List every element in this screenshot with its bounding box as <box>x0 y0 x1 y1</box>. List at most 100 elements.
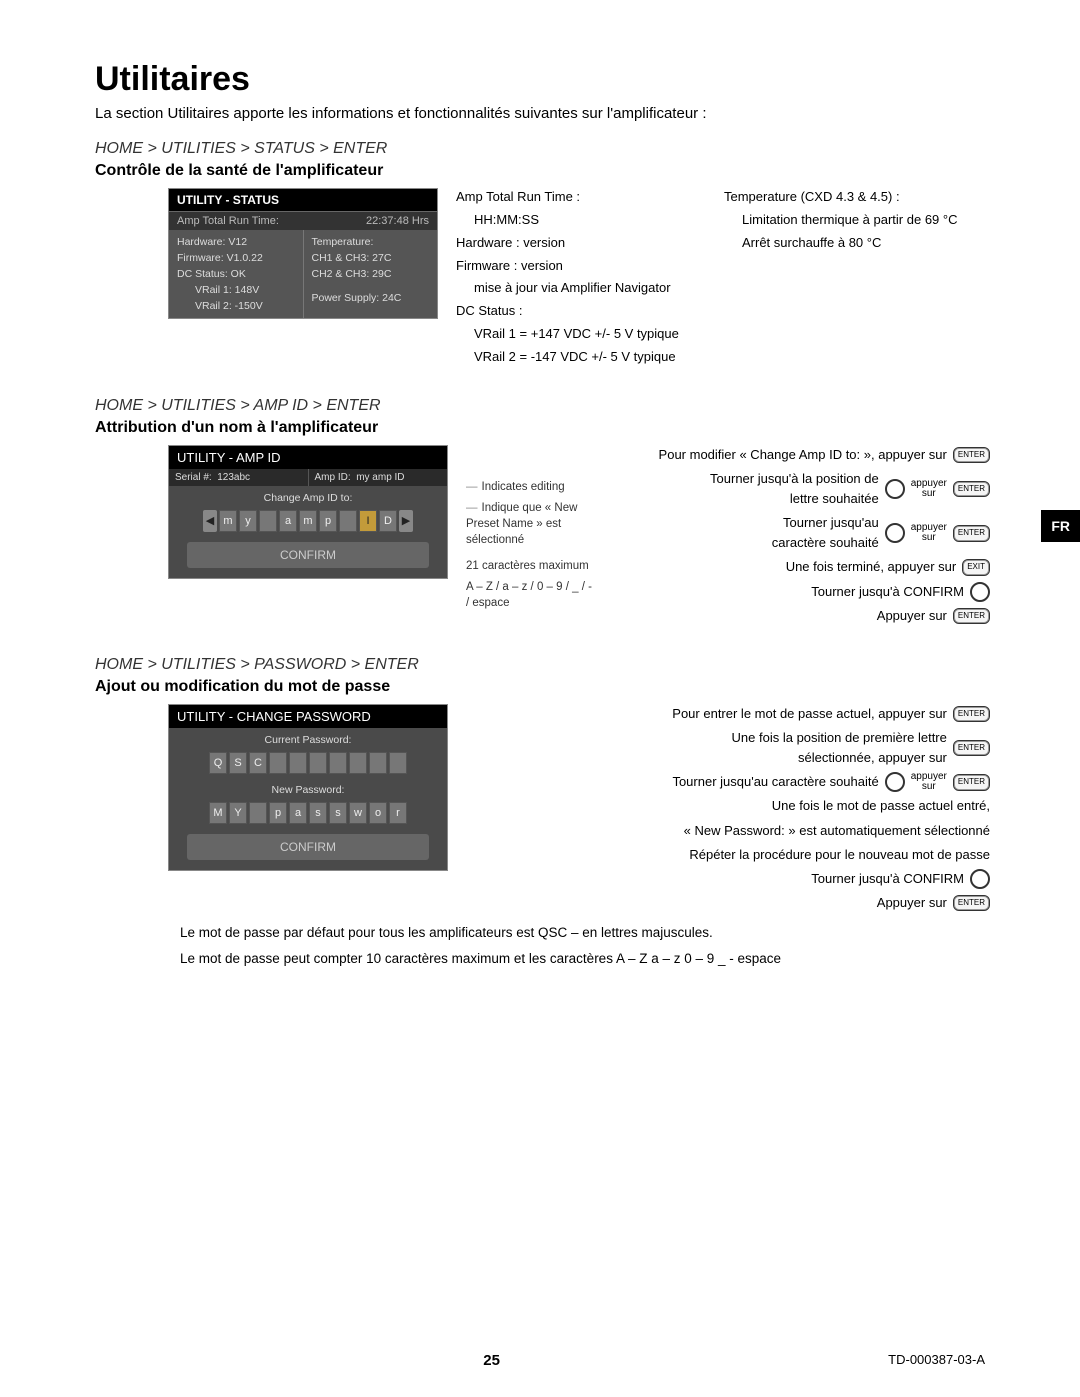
knob-icon <box>885 772 905 792</box>
enter-key-icon: ENTER <box>953 447 990 463</box>
char-box[interactable]: Q <box>209 752 227 774</box>
char-box[interactable] <box>309 752 327 774</box>
status-left-1: Firmware: V1.0.22 <box>177 250 295 266</box>
instr-2b: lettre souhaitée <box>790 491 879 506</box>
desc-dc3: VRail 2 = -147 VDC +/- 5 V typique <box>456 348 706 367</box>
instr-3a: Tourner jusqu'au <box>783 515 879 530</box>
ampid-char-row[interactable]: ◀ my amp ID ▶ <box>169 506 447 536</box>
new-pw-row[interactable]: MY passwor <box>169 798 447 828</box>
language-tab: FR <box>1041 510 1080 542</box>
intro-text: La section Utilitaires apporte les infor… <box>95 105 990 122</box>
page-number: 25 <box>483 1352 500 1369</box>
instr-5: Tourner jusqu'à CONFIRM <box>811 582 964 602</box>
enter-key-icon: ENTER <box>953 608 990 624</box>
char-box[interactable]: o <box>369 802 387 824</box>
ampid-instructions: Pour modifier « Change Amp ID to: », app… <box>614 445 990 630</box>
char-box[interactable] <box>269 752 287 774</box>
char-box[interactable]: s <box>329 802 347 824</box>
char-box[interactable]: p <box>319 510 337 532</box>
ampid-nav: HOME > UTILITIES > AMP ID > ENTER <box>95 397 990 415</box>
char-box[interactable]: s <box>309 802 327 824</box>
enter-key-icon: ENTER <box>953 740 990 756</box>
instr-6: Appuyer sur <box>877 606 947 626</box>
callout-1: Indicates editing <box>466 479 596 495</box>
char-box[interactable]: m <box>299 510 317 532</box>
serial-label: Serial #: <box>175 472 212 483</box>
pw-note-2: Le mot de passe peut compter 10 caractèr… <box>180 949 990 969</box>
status-lcd: UTILITY - STATUS Amp Total Run Time: 22:… <box>168 188 438 319</box>
on-label: sur <box>922 782 936 792</box>
pw-lcd-title: UTILITY - CHANGE PASSWORD <box>169 705 447 728</box>
char-box[interactable]: a <box>289 802 307 824</box>
char-box[interactable] <box>369 752 387 774</box>
char-box[interactable] <box>249 802 267 824</box>
enter-key-icon: ENTER <box>953 525 990 541</box>
doc-id: TD-000387-03-A <box>888 1352 985 1369</box>
pw-heading: Ajout ou modification du mot de passe <box>95 678 990 696</box>
cur-pw-row[interactable]: QSC <box>169 748 447 778</box>
instr-3b: caractère souhaité <box>772 535 879 550</box>
char-box[interactable]: y <box>239 510 257 532</box>
callout-3: 21 caractères maximum <box>466 558 596 574</box>
pw-instr-3: Tourner jusqu'au caractère souhaité <box>672 772 878 792</box>
runtime-label: Amp Total Run Time: <box>177 215 279 227</box>
knob-icon <box>885 479 905 499</box>
status-desc-2: Temperature (CXD 4.3 & 4.5) : Limitation… <box>724 188 990 257</box>
char-box[interactable] <box>329 752 347 774</box>
right-arrow-icon[interactable]: ▶ <box>399 510 413 532</box>
char-box[interactable]: D <box>379 510 397 532</box>
char-box[interactable] <box>289 752 307 774</box>
status-left-0: Hardware: V12 <box>177 234 295 250</box>
pw-instr-2b: sélectionnée, appuyer sur <box>798 750 947 765</box>
char-box[interactable]: a <box>279 510 297 532</box>
pw-instr-1: Pour entrer le mot de passe actuel, appu… <box>672 704 947 724</box>
char-box[interactable]: M <box>209 802 227 824</box>
knob-icon <box>885 523 905 543</box>
knob-icon <box>970 582 990 602</box>
ampid-confirm-button[interactable]: CONFIRM <box>187 542 429 568</box>
status-nav: HOME > UTILITIES > STATUS > ENTER <box>95 140 990 158</box>
ampid-section: HOME > UTILITIES > AMP ID > ENTER Attrib… <box>95 397 990 630</box>
char-box[interactable] <box>339 510 357 532</box>
char-box[interactable]: I <box>359 510 377 532</box>
new-pw-label: New Password: <box>169 778 447 798</box>
pw-nav: HOME > UTILITIES > PASSWORD > ENTER <box>95 656 990 674</box>
char-box[interactable] <box>349 752 367 774</box>
pw-instr-2a: Une fois la position de première lettre <box>732 730 947 745</box>
ampid-label: Amp ID: <box>315 472 351 483</box>
pw-instructions: Pour entrer le mot de passe actuel, appu… <box>466 704 990 917</box>
status-right-3: Power Supply: 24C <box>312 290 430 306</box>
serial-value: 123abc <box>217 472 250 483</box>
char-box[interactable] <box>389 752 407 774</box>
desc-runtime-fmt: HH:MM:SS <box>456 211 706 230</box>
desc-temp3: Arrêt surchauffe à 80 °C <box>724 234 990 253</box>
instr-1: Pour modifier « Change Amp ID to: », app… <box>659 445 947 465</box>
pw-lcd: UTILITY - CHANGE PASSWORD Current Passwo… <box>168 704 448 871</box>
char-box[interactable]: p <box>269 802 287 824</box>
char-box[interactable]: Y <box>229 802 247 824</box>
char-box[interactable]: S <box>229 752 247 774</box>
pw-note-1: Le mot de passe par défaut pour tous les… <box>180 923 990 943</box>
ampid-heading: Attribution d'un nom à l'amplificateur <box>95 419 990 437</box>
page-title: Utilitaires <box>95 60 990 99</box>
char-box[interactable] <box>259 510 277 532</box>
desc-dc2: VRail 1 = +147 VDC +/- 5 V typique <box>456 325 706 344</box>
instr-2a: Tourner jusqu'à la position de <box>710 471 879 486</box>
desc-runtime: Amp Total Run Time : <box>456 188 706 207</box>
footer: 25 TD-000387-03-A <box>0 1352 1080 1369</box>
char-box[interactable]: C <box>249 752 267 774</box>
left-arrow-icon[interactable]: ◀ <box>203 510 217 532</box>
status-right-1: CH1 & CH3: 27C <box>312 250 430 266</box>
status-right-0: Temperature: <box>312 234 430 250</box>
callout-2: Indique que « New Preset Name » est séle… <box>466 500 596 548</box>
pw-instr-4: Une fois le mot de passe actuel entré, <box>772 796 990 816</box>
pw-confirm-button[interactable]: CONFIRM <box>187 834 429 860</box>
char-box[interactable]: w <box>349 802 367 824</box>
status-left-2: DC Status: OK <box>177 266 295 282</box>
pw-instr-8: Appuyer sur <box>877 893 947 913</box>
status-left-4: VRail 2: -150V <box>177 298 295 314</box>
char-box[interactable]: r <box>389 802 407 824</box>
ampid-lcd-title: UTILITY - AMP ID <box>169 446 447 469</box>
pw-instr-7: Tourner jusqu'à CONFIRM <box>811 869 964 889</box>
char-box[interactable]: m <box>219 510 237 532</box>
